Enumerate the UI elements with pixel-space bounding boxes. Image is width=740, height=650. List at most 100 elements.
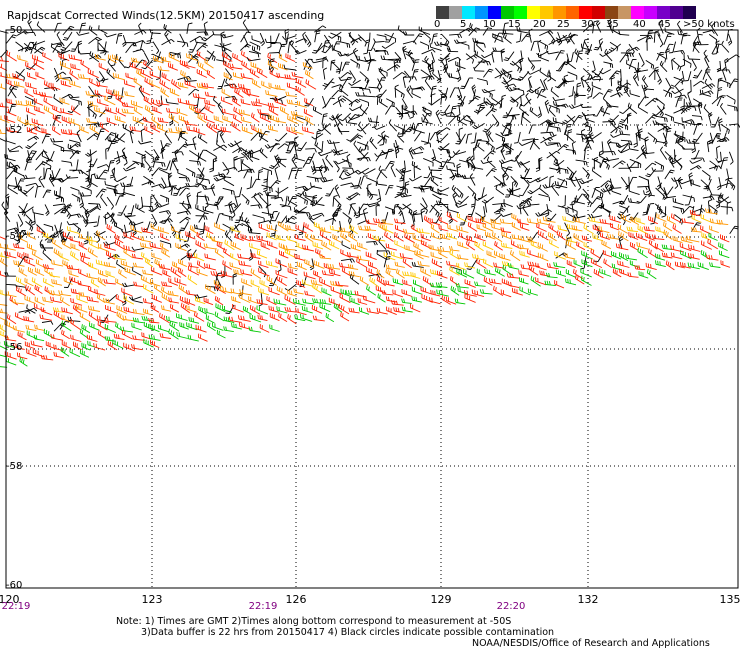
wind-barb — [354, 290, 367, 298]
wind-barb — [198, 212, 209, 223]
wind-barb — [232, 147, 245, 154]
wind-barb — [5, 290, 17, 298]
wind-barb — [142, 308, 153, 316]
wind-barb — [221, 108, 234, 116]
wind-barb — [53, 93, 63, 105]
wind-barb — [70, 186, 80, 195]
wind-barb — [359, 87, 371, 94]
wind-barb — [195, 324, 207, 333]
wind-barb — [86, 117, 97, 124]
wind-speed-scale-labels: 0 5 10 15 20 25 30 35 40 45 >50 knots — [430, 19, 740, 31]
wind-barb — [620, 213, 632, 224]
wind-barb — [720, 123, 730, 134]
wind-barb — [325, 154, 334, 168]
wind-barb — [506, 187, 521, 193]
wind-barb — [538, 157, 543, 170]
wind-barb — [159, 312, 170, 324]
wind-barb — [385, 98, 395, 107]
scale-swatch — [683, 6, 696, 19]
wind-barb — [514, 131, 521, 144]
wind-barb — [661, 252, 673, 259]
wind-barb — [304, 34, 312, 48]
wind-barb — [94, 54, 106, 61]
wind-barb — [89, 51, 100, 63]
wind-barb — [78, 268, 88, 278]
wind-barb — [540, 137, 554, 144]
wind-barb — [117, 205, 127, 216]
wind-barb — [197, 61, 208, 72]
wind-barb — [79, 192, 92, 197]
wind-barb — [402, 257, 412, 269]
wind-barb — [637, 185, 651, 191]
wind-barb — [420, 239, 432, 250]
wind-barb — [148, 334, 161, 341]
wind-barb — [313, 260, 325, 269]
wind-barb — [574, 197, 586, 205]
wind-barb — [452, 151, 467, 156]
wind-barb — [434, 41, 448, 46]
wind-barb — [655, 70, 662, 85]
wind-barb — [502, 77, 510, 90]
wind-barb — [31, 250, 43, 261]
wind-barb — [59, 296, 70, 307]
wind-barb — [194, 38, 207, 44]
wind-barb — [441, 33, 450, 46]
wind-barb — [294, 234, 306, 241]
wind-barb — [189, 150, 200, 161]
wind-barb — [665, 77, 672, 91]
wind-barb — [626, 226, 639, 233]
wind-barb — [673, 177, 679, 190]
wind-barb — [469, 173, 476, 186]
wind-barb — [60, 108, 73, 116]
wind-barb — [335, 61, 343, 73]
wind-barb — [87, 68, 99, 79]
wind-barb — [511, 234, 522, 241]
wind-barb — [278, 312, 288, 322]
wind-barb — [673, 154, 683, 168]
wind-barb — [495, 67, 503, 79]
wind-barb — [246, 57, 261, 62]
wind-barb — [33, 59, 45, 70]
wind-barb — [638, 175, 649, 185]
wind-barb — [598, 225, 610, 234]
wind-barb — [680, 53, 686, 68]
wind-barb — [345, 289, 359, 296]
wind-barb — [160, 56, 171, 63]
wind-barb — [157, 65, 170, 72]
wind-barb — [177, 75, 192, 81]
wind-barb — [24, 88, 34, 98]
wind-barb — [34, 267, 45, 277]
wind-barb — [367, 58, 375, 72]
wind-barb — [96, 77, 109, 82]
wind-barb — [24, 284, 36, 296]
wind-barb — [23, 252, 34, 260]
wind-barb — [455, 61, 466, 70]
wind-barb — [406, 86, 413, 99]
lon-label: 126 — [285, 593, 307, 606]
wind-barb — [609, 41, 619, 52]
wind-barb — [133, 106, 143, 116]
wind-barb — [702, 29, 715, 34]
wind-barb — [612, 200, 625, 206]
wind-barb — [201, 82, 215, 89]
wind-barb — [250, 279, 260, 288]
wind-barb — [241, 158, 251, 170]
wind-barb — [490, 213, 502, 222]
wind-barb — [544, 141, 559, 146]
wind-barb — [412, 279, 423, 288]
wind-barb — [376, 249, 388, 260]
wind-barb — [673, 49, 685, 55]
wind-barb — [221, 88, 232, 98]
wind-barb — [716, 219, 729, 226]
wind-barb — [511, 222, 521, 231]
wind-barb — [420, 286, 432, 295]
wind-barb — [206, 122, 218, 134]
wind-barb — [347, 264, 359, 270]
wind-barb — [237, 158, 243, 173]
wind-barb — [151, 252, 162, 261]
wind-barb — [22, 174, 36, 180]
wind-barb — [337, 51, 350, 57]
wind-barb — [325, 312, 335, 323]
wind-barb — [644, 136, 649, 151]
wind-barb — [305, 148, 317, 153]
